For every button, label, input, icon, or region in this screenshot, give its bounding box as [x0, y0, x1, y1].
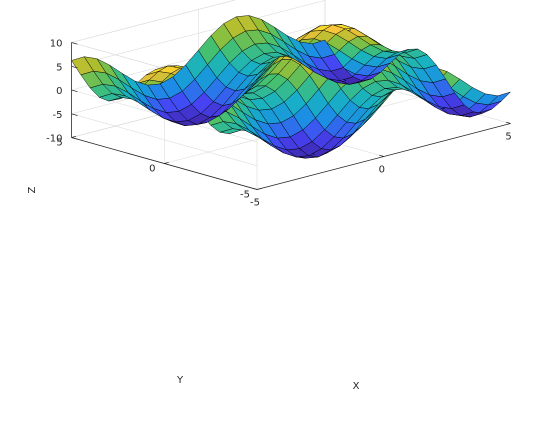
z-tick-label: 10	[50, 39, 63, 50]
z-tick-mark	[71, 113, 78, 116]
surface-layer	[71, 15, 511, 159]
x-tick-mark	[379, 154, 384, 157]
y-tick-label: -5	[240, 190, 250, 201]
y-tick-label: 5	[56, 138, 62, 149]
x-tick-mark	[252, 187, 258, 190]
z-tick-mark	[71, 89, 78, 93]
z-axis-label: Z	[27, 186, 38, 193]
z-tick-label: -10	[46, 134, 62, 145]
z-tick-mark	[71, 137, 78, 140]
x-tick-mark	[505, 121, 511, 124]
y-tick-label: 0	[149, 164, 155, 175]
y-tick-mark	[256, 187, 262, 190]
x-tick-label: 5	[505, 132, 511, 143]
surface-patch	[71, 56, 94, 76]
z-tick-mark	[71, 42, 78, 45]
y-tick-mark	[164, 161, 169, 164]
z-tick-label: 5	[56, 62, 62, 73]
x-axis-label: X	[353, 381, 360, 392]
y-axis-label: Y	[176, 375, 184, 386]
z-tick-label: -5	[53, 110, 63, 121]
y-axis-line	[71, 137, 258, 190]
z-tick-mark	[71, 65, 78, 69]
x-tick-label: 0	[379, 165, 385, 176]
tick-layer: -10 -5 0 5 10 -5 0 5 -5 0 5	[46, 39, 512, 209]
y-tick-mark	[71, 135, 77, 138]
z-tick-label: 0	[56, 86, 62, 97]
x-tick-label: -5	[250, 198, 260, 209]
